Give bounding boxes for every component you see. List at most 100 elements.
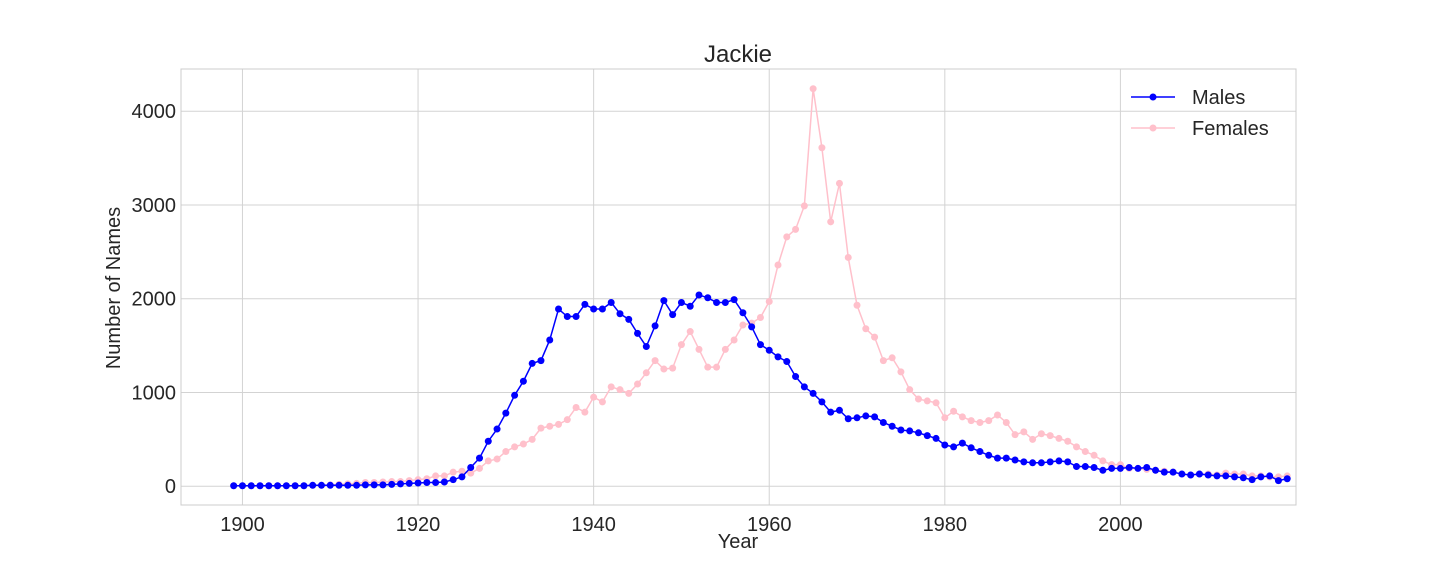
legend-males-label: Males bbox=[1192, 87, 1245, 109]
males-point bbox=[1204, 471, 1212, 479]
females-point bbox=[1046, 432, 1054, 440]
males-point bbox=[414, 479, 422, 487]
females-point bbox=[519, 440, 527, 448]
females-point bbox=[941, 414, 949, 422]
males-point bbox=[361, 481, 369, 489]
males-point bbox=[274, 482, 282, 490]
males-point bbox=[1187, 471, 1195, 479]
females-point bbox=[1020, 428, 1028, 436]
males-point bbox=[1169, 468, 1177, 476]
females-point bbox=[1099, 457, 1107, 465]
males-point bbox=[1160, 468, 1168, 476]
males-point bbox=[519, 377, 527, 385]
males-point bbox=[581, 300, 589, 308]
females-point bbox=[888, 354, 896, 362]
females-point bbox=[1029, 435, 1037, 443]
males-point bbox=[818, 398, 826, 406]
females-point bbox=[1011, 431, 1019, 439]
females-point bbox=[467, 469, 475, 477]
females-point bbox=[976, 418, 984, 426]
males-point bbox=[634, 329, 642, 337]
males-point bbox=[730, 296, 738, 304]
females-point bbox=[958, 413, 966, 421]
males-point bbox=[625, 315, 633, 323]
females-point bbox=[879, 357, 887, 365]
males-point bbox=[967, 444, 975, 452]
grid-lines bbox=[181, 69, 1296, 505]
males-point bbox=[1002, 454, 1010, 462]
males-point bbox=[370, 481, 378, 489]
males-point bbox=[748, 323, 756, 331]
females-point bbox=[634, 380, 642, 388]
males-point bbox=[1178, 470, 1186, 478]
males-point bbox=[300, 482, 308, 490]
females-point bbox=[458, 467, 466, 475]
males-point bbox=[1099, 466, 1107, 474]
series-males bbox=[230, 291, 1291, 490]
males-point bbox=[256, 482, 264, 490]
males-point bbox=[774, 353, 782, 361]
males-point bbox=[792, 373, 800, 381]
females-point bbox=[721, 345, 729, 353]
females-point bbox=[669, 364, 677, 372]
males-point bbox=[888, 422, 896, 430]
females-point bbox=[651, 357, 659, 365]
males-point bbox=[695, 291, 703, 299]
females-point bbox=[994, 411, 1001, 419]
females-point bbox=[440, 472, 448, 480]
males-point bbox=[835, 406, 843, 414]
y-tick-label: 4000 bbox=[132, 101, 177, 123]
x-tick-label: 1920 bbox=[396, 514, 441, 536]
males-point bbox=[660, 297, 668, 305]
males-point bbox=[677, 298, 685, 306]
females-point bbox=[1002, 418, 1010, 426]
females-point bbox=[511, 443, 519, 451]
females-point bbox=[713, 363, 721, 371]
males-point bbox=[976, 448, 984, 456]
females-point bbox=[695, 345, 703, 353]
legend-males-marker bbox=[1149, 93, 1157, 101]
females-point bbox=[677, 341, 685, 349]
y-tick-label: 2000 bbox=[132, 289, 177, 311]
males-point bbox=[1020, 458, 1028, 466]
males-point bbox=[897, 426, 905, 434]
females-point bbox=[642, 369, 650, 377]
x-tick-label: 1940 bbox=[571, 514, 616, 536]
males-point bbox=[765, 346, 773, 354]
males-point bbox=[440, 478, 448, 486]
males-point bbox=[247, 482, 255, 490]
chart-title: Jackie bbox=[704, 41, 772, 68]
females-point bbox=[1064, 437, 1072, 445]
females-point bbox=[739, 321, 747, 329]
males-point bbox=[651, 322, 659, 330]
males-point bbox=[1257, 473, 1265, 481]
females-point bbox=[555, 420, 563, 428]
females-point bbox=[563, 416, 571, 424]
males-point bbox=[326, 481, 334, 489]
males-point bbox=[1029, 459, 1037, 467]
y-axis-label: Number of Names bbox=[103, 207, 125, 369]
males-point bbox=[1195, 470, 1203, 478]
males-point bbox=[1283, 475, 1291, 483]
males-point bbox=[950, 443, 958, 451]
females-point bbox=[537, 424, 545, 432]
males-point bbox=[396, 480, 404, 488]
females-point bbox=[906, 386, 914, 394]
males-point bbox=[1055, 457, 1063, 465]
males-point bbox=[783, 358, 791, 366]
males-point bbox=[282, 482, 290, 490]
legend-females-marker bbox=[1149, 124, 1157, 132]
y-tick-label: 0 bbox=[165, 476, 176, 498]
females-point bbox=[950, 407, 958, 415]
males-point bbox=[809, 389, 817, 397]
x-tick-labels: 1900 1920 1940 1960 1980 2000 bbox=[220, 514, 1142, 536]
males-point bbox=[1064, 458, 1072, 466]
males-point bbox=[309, 481, 317, 489]
plot-frame bbox=[180, 68, 1297, 506]
legend: Males Females bbox=[1131, 87, 1269, 140]
females-point bbox=[476, 464, 483, 472]
males-point bbox=[879, 418, 887, 426]
males-point bbox=[537, 357, 545, 365]
males-point bbox=[1266, 472, 1274, 480]
females-point bbox=[493, 455, 501, 463]
